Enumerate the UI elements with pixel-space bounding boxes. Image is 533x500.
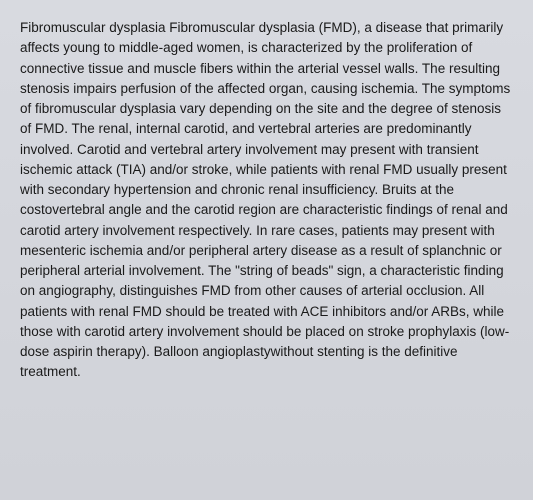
- document-body: Fibromuscular dysplasia Fibromuscular dy…: [20, 18, 513, 383]
